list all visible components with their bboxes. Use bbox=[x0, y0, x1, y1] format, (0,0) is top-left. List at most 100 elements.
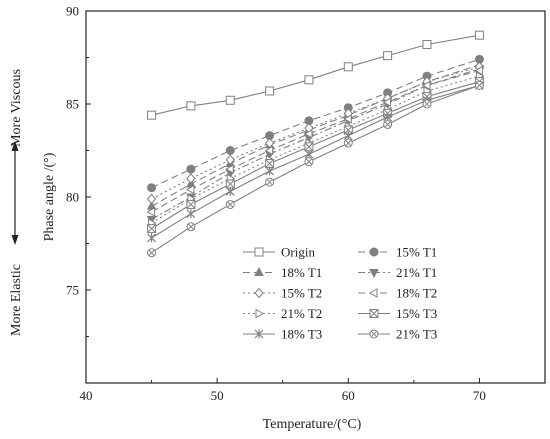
x-tick-label-40: 40 bbox=[80, 388, 93, 403]
legend-item-18pct-t2: 18% T2 bbox=[358, 286, 437, 301]
data-point-origin bbox=[225, 95, 235, 105]
legend-label-15pct-t1: 15% T1 bbox=[396, 245, 437, 260]
series-line-18pct-t2 bbox=[151, 69, 480, 213]
legend-label-18pct-t3: 18% T3 bbox=[281, 327, 322, 342]
series-line-21pct-t1 bbox=[151, 68, 480, 220]
y-tick-label-75: 75 bbox=[66, 283, 79, 298]
data-point-15pct-t3 bbox=[225, 179, 235, 189]
data-point-15pct-t3 bbox=[304, 142, 314, 152]
legend-marker-21pct-t3 bbox=[369, 329, 379, 339]
data-point-21pct-t3 bbox=[383, 119, 393, 129]
legend-item-15pct-t1: 15% T1 bbox=[358, 245, 437, 260]
x-tick-label-60: 60 bbox=[342, 388, 355, 403]
data-point-15pct-t1 bbox=[186, 164, 196, 174]
data-point-15pct-t3 bbox=[147, 224, 157, 234]
legend-item-21pct-t2: 21% T2 bbox=[243, 306, 322, 321]
data-point-18pct-t2 bbox=[474, 65, 483, 76]
legend-marker-15pct-t2 bbox=[254, 287, 264, 299]
data-point-origin bbox=[474, 30, 484, 40]
y-tick-label-90: 90 bbox=[66, 4, 79, 19]
legend-label-origin: Origin bbox=[281, 245, 315, 260]
data-point-21pct-t3 bbox=[186, 222, 196, 232]
legend-marker-15pct-t3 bbox=[369, 309, 379, 318]
legend-marker-18pct-t3 bbox=[254, 329, 264, 339]
arrow-down-head bbox=[11, 235, 19, 245]
data-point-18pct-t2 bbox=[146, 207, 156, 217]
legend-label-21pct-t3: 21% T3 bbox=[396, 327, 437, 342]
data-point-21pct-t3 bbox=[147, 248, 157, 258]
legend-marker-21pct-t2 bbox=[255, 308, 265, 319]
legend-item-21pct-t3: 21% T3 bbox=[358, 327, 437, 342]
data-point-origin bbox=[304, 75, 314, 85]
viscoelastic-arrow bbox=[11, 141, 19, 245]
legend-marker-18pct-t1 bbox=[254, 266, 264, 276]
legend-label-15pct-t2: 15% T2 bbox=[281, 286, 322, 301]
data-point-origin bbox=[147, 110, 157, 120]
data-point-18pct-t2 bbox=[421, 80, 431, 91]
legend-label-21pct-t1: 21% T1 bbox=[396, 265, 437, 280]
data-point-15pct-t1 bbox=[147, 183, 157, 193]
x-axis-title: Temperature/(°C) bbox=[263, 417, 362, 432]
data-point-origin bbox=[343, 62, 353, 72]
data-point-origin bbox=[422, 39, 432, 49]
arrow-up-head bbox=[11, 141, 19, 151]
data-point-15pct-t2 bbox=[146, 193, 157, 205]
legend-marker-18pct-t2 bbox=[368, 288, 378, 298]
data-point-21pct-t3 bbox=[304, 157, 314, 167]
legend-item-15pct-t3: 15% T3 bbox=[358, 306, 437, 321]
series-origin bbox=[147, 30, 484, 120]
y-axis-title: Phase angle /(°) bbox=[42, 152, 57, 241]
series-21pct-t1 bbox=[146, 65, 485, 225]
legend-marker-15pct-t1 bbox=[369, 247, 379, 257]
data-point-15pct-t1 bbox=[225, 146, 235, 155]
data-point-21pct-t3 bbox=[474, 80, 484, 90]
data-point-18pct-t2 bbox=[185, 184, 195, 195]
series-line-18pct-t3 bbox=[151, 84, 480, 239]
data-point-21pct-t3 bbox=[265, 177, 275, 187]
data-point-origin bbox=[186, 101, 196, 111]
data-point-15pct-t3 bbox=[265, 159, 275, 169]
series-layer bbox=[146, 30, 485, 258]
series-21pct-t3 bbox=[147, 80, 484, 258]
legend: Origin 15% T1 18% T1 21% T1 15% T2 18% T2 21% … bbox=[243, 245, 437, 342]
legend-item-21pct-t1: 21% T1 bbox=[358, 265, 437, 280]
legend-item-origin: Origin bbox=[243, 245, 315, 260]
legend-marker-origin bbox=[254, 247, 264, 257]
legend-label-15pct-t3: 15% T3 bbox=[396, 306, 437, 321]
data-point-15pct-t2 bbox=[186, 173, 196, 184]
series-15pct-t2 bbox=[146, 61, 485, 205]
data-point-origin bbox=[265, 86, 275, 96]
more-elastic-label: More Elastic bbox=[9, 264, 24, 336]
data-point-21pct-t3 bbox=[343, 138, 353, 148]
more-viscous-label: More Viscous bbox=[9, 69, 24, 147]
legend-item-18pct-t3: 18% T3 bbox=[243, 327, 322, 342]
data-point-15pct-t3 bbox=[186, 199, 196, 209]
data-point-18pct-t2 bbox=[225, 164, 234, 174]
data-point-18pct-t2 bbox=[264, 145, 274, 156]
legend-marker-21pct-t1 bbox=[369, 269, 379, 279]
data-point-21pct-t3 bbox=[422, 99, 432, 109]
data-point-15pct-t2 bbox=[264, 137, 275, 149]
series-15pct-t1 bbox=[147, 54, 484, 193]
x-tick-label-50: 50 bbox=[211, 388, 224, 403]
data-point-18pct-t3 bbox=[225, 186, 235, 196]
data-point-18pct-t2 bbox=[343, 114, 352, 124]
data-point-18pct-t3 bbox=[147, 233, 156, 243]
axis-layer: 40 50 60 70 75 80 85 90 bbox=[66, 4, 486, 404]
data-point-15pct-t2 bbox=[225, 154, 235, 166]
y-tick-label-80: 80 bbox=[66, 190, 79, 205]
legend-label-18pct-t1: 18% T1 bbox=[281, 265, 322, 280]
data-point-21pct-t3 bbox=[225, 199, 235, 209]
series-line-21pct-t3 bbox=[151, 84, 480, 254]
data-point-18pct-t2 bbox=[382, 97, 392, 108]
data-point-origin bbox=[383, 51, 393, 61]
series-line-15pct-t2 bbox=[151, 66, 480, 200]
series-18pct-t2 bbox=[146, 65, 483, 217]
y-tick-label-85: 85 bbox=[66, 97, 79, 112]
legend-item-15pct-t2: 15% T2 bbox=[243, 286, 322, 301]
data-point-18pct-t2 bbox=[303, 128, 313, 139]
legend-item-18pct-t1: 18% T1 bbox=[243, 265, 322, 280]
legend-label-18pct-t2: 18% T2 bbox=[396, 286, 437, 301]
legend-label-21pct-t2: 21% T2 bbox=[281, 306, 322, 321]
